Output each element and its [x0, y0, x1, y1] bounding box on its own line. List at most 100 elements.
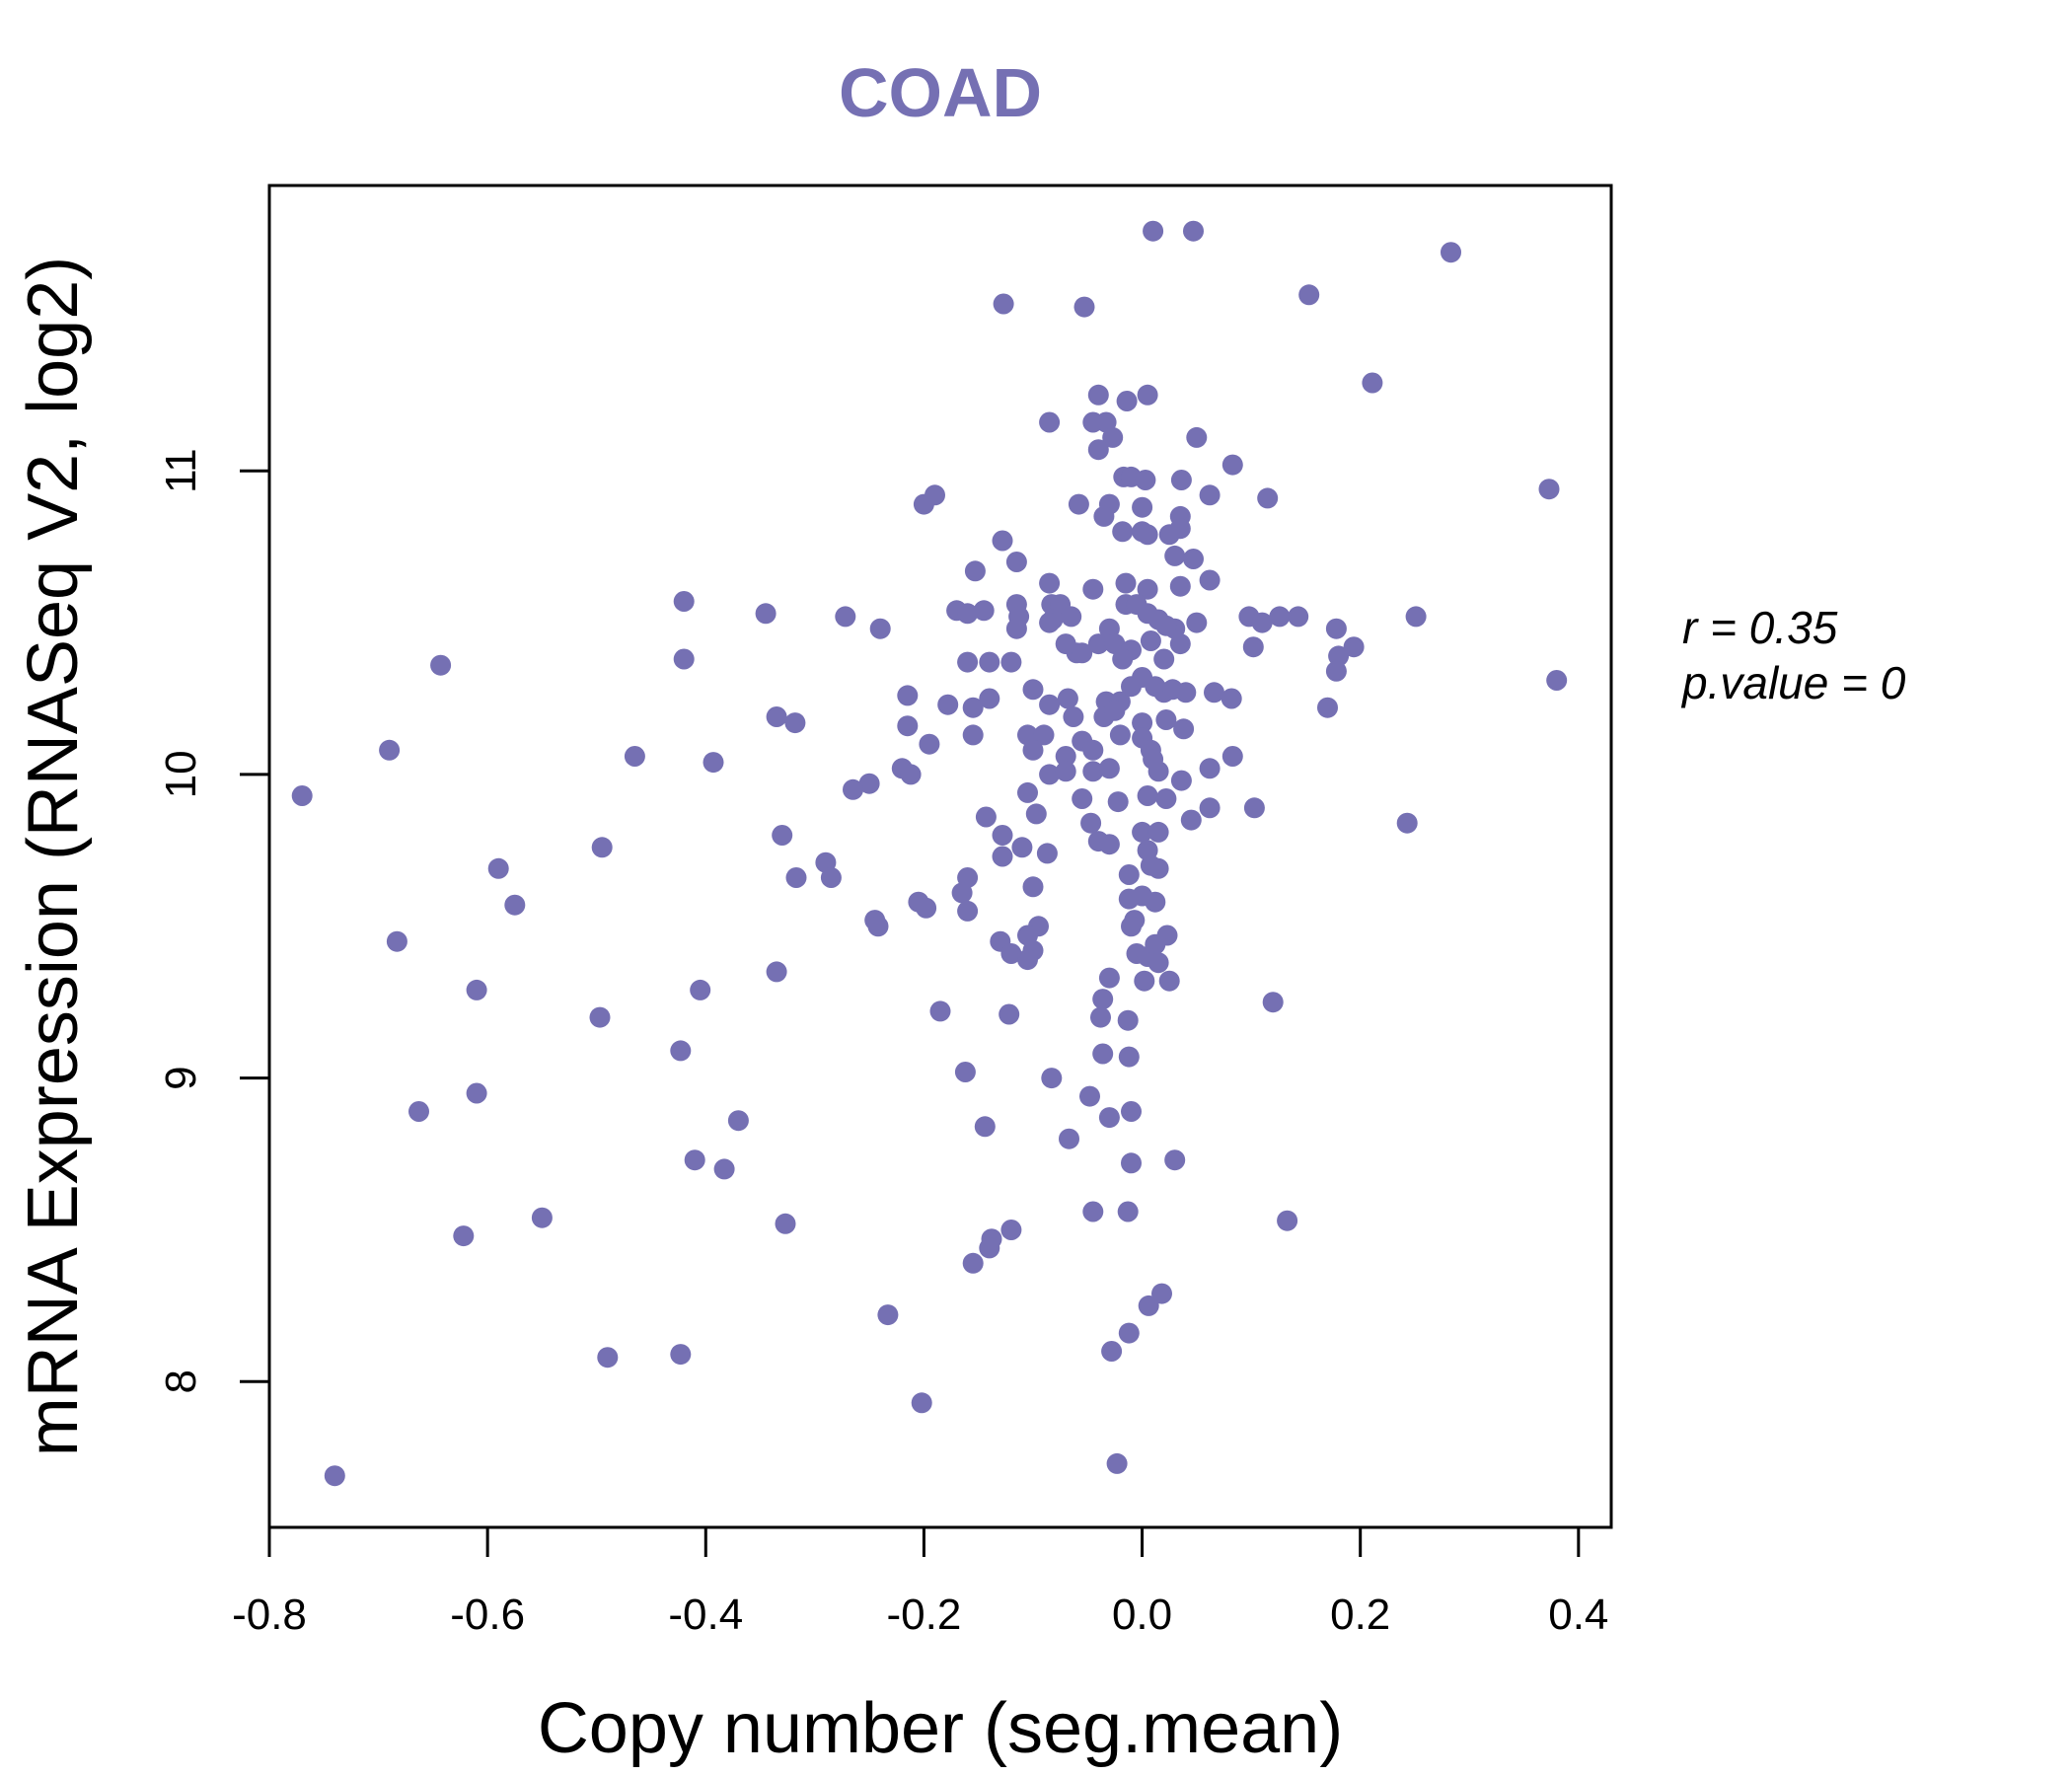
data-point: [1396, 812, 1418, 834]
data-point: [1090, 1006, 1111, 1028]
data-point: [1112, 521, 1134, 543]
data-point: [673, 591, 695, 612]
data-point: [1079, 1085, 1100, 1107]
data-point: [1134, 970, 1155, 992]
data-point: [1118, 864, 1140, 885]
data-point: [1101, 1341, 1123, 1362]
data-point: [1175, 682, 1197, 703]
data-point: [727, 1110, 749, 1132]
data-point: [1325, 618, 1347, 639]
x-tick-label: 0.4: [1548, 1591, 1608, 1639]
x-axis-title: Copy number (seg.mean): [538, 1689, 1343, 1768]
data-point: [954, 1062, 976, 1082]
data-point: [466, 979, 487, 1000]
y-tick-label: 10: [157, 750, 205, 798]
data-point: [591, 837, 613, 858]
data-point: [1022, 876, 1044, 898]
y-axis: 8 9 10 11: [157, 448, 271, 1394]
data-point: [962, 1252, 984, 1274]
data-point: [1073, 296, 1095, 318]
data-point: [1137, 785, 1158, 806]
data-point: [430, 654, 452, 676]
data-point: [1155, 615, 1177, 636]
data-point: [466, 1082, 487, 1104]
data-point: [670, 1344, 692, 1366]
data-point: [1173, 718, 1195, 740]
data-point: [703, 752, 724, 774]
data-point: [1170, 770, 1192, 791]
data-point: [775, 1213, 796, 1234]
data-point: [999, 1003, 1020, 1025]
data-point: [1098, 758, 1120, 779]
data-point: [1036, 843, 1058, 864]
data-point: [1000, 651, 1022, 673]
data-point: [1121, 916, 1142, 937]
data-point: [1087, 633, 1109, 655]
data-point: [1145, 891, 1166, 913]
data-point: [291, 785, 313, 806]
data-point: [951, 882, 973, 904]
data-point: [1011, 837, 1033, 858]
data-point: [1135, 470, 1156, 490]
data-point: [858, 773, 880, 794]
data-point: [1039, 411, 1061, 433]
data-point: [1068, 493, 1089, 515]
data-point: [1151, 1283, 1172, 1304]
data-point: [1199, 484, 1221, 506]
x-axis: -0.8 -0.6 -0.4 -0.2 0.0 0.2 0.4: [232, 1525, 1608, 1639]
data-point: [673, 648, 695, 670]
data-point: [713, 1158, 735, 1180]
data-point: [1169, 633, 1191, 655]
data-point: [1288, 606, 1309, 628]
data-point: [1033, 724, 1055, 746]
data-point: [1098, 967, 1120, 989]
data-point: [453, 1225, 475, 1247]
data-point: [1137, 524, 1158, 546]
data-point: [900, 764, 922, 785]
data-point: [589, 1006, 611, 1028]
chart-title: COAD: [839, 54, 1042, 131]
data-point: [1000, 943, 1022, 964]
data-point: [1082, 739, 1104, 761]
data-point: [916, 897, 937, 919]
data-point: [1242, 636, 1264, 658]
data-point: [1092, 1043, 1114, 1065]
data-point: [1328, 645, 1350, 667]
data-point: [979, 651, 1000, 673]
x-tick-label: -0.4: [668, 1591, 743, 1639]
data-point: [1155, 709, 1177, 730]
data-point: [992, 530, 1013, 552]
data-point: [1186, 612, 1208, 633]
data-point: [1072, 788, 1093, 809]
data-point: [919, 733, 940, 755]
data-point: [597, 1347, 619, 1369]
data-point: [1005, 618, 1027, 639]
data-point: [690, 979, 711, 1000]
data-point: [1087, 439, 1109, 461]
data-point: [1106, 1452, 1128, 1474]
data-point: [1147, 857, 1169, 879]
data-point: [1441, 242, 1461, 263]
data-point: [772, 825, 793, 846]
data-point: [957, 603, 979, 625]
data-point: [1343, 636, 1365, 658]
data-point: [1221, 454, 1243, 476]
data-point: [979, 688, 1000, 709]
data-point: [1243, 797, 1265, 819]
data-point: [937, 694, 959, 715]
data-point: [1257, 487, 1279, 509]
data-point: [1204, 682, 1224, 703]
data-point: [911, 1392, 932, 1414]
data-point: [1140, 630, 1161, 651]
data-point: [1538, 479, 1560, 500]
data-point: [897, 685, 919, 706]
data-point: [1147, 821, 1169, 843]
data-point: [1017, 949, 1038, 971]
data-point: [1137, 384, 1158, 406]
data-point: [1017, 781, 1038, 803]
data-point: [1121, 1101, 1142, 1122]
data-point: [1112, 648, 1134, 670]
data-point: [843, 778, 863, 800]
data-point: [1109, 724, 1131, 746]
data-point: [1199, 797, 1221, 819]
